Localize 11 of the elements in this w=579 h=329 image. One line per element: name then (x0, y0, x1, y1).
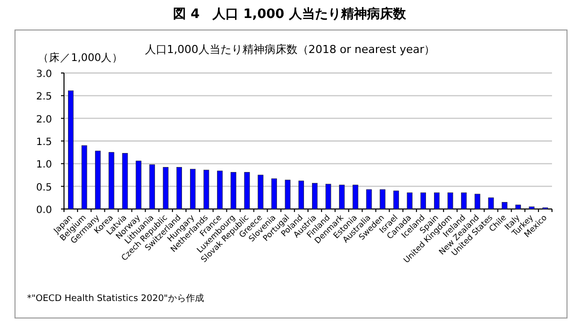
chart-title: 図 4 人口 1,000 人当たり精神病床数 (173, 6, 407, 22)
y-tick-label: 1.5 (36, 137, 52, 148)
y-axis-title: （床／1,000人） (38, 51, 124, 64)
y-tick-label: 0.0 (36, 205, 52, 216)
y-tick-label: 2.0 (36, 114, 52, 126)
y-tick-label: 0.5 (36, 182, 52, 194)
chart-subtitle: 人口1,000人当たり精神病床数（2018 or nearest year） (144, 43, 436, 56)
y-tick-label: 3.0 (36, 69, 52, 80)
text: *"OECD Health Statistics 2020"から作成 (27, 293, 204, 304)
y-tick-label: 1.0 (36, 160, 52, 171)
y-tick-label: 2.5 (36, 92, 52, 103)
